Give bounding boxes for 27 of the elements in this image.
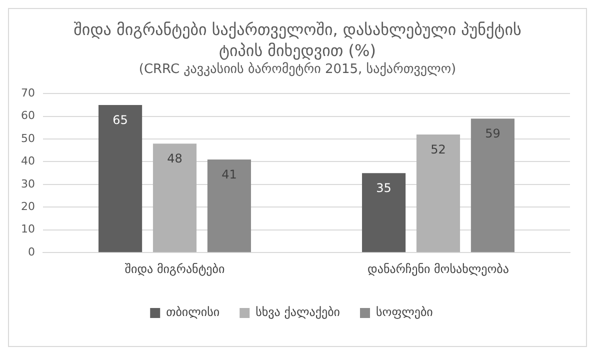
y-tick-label: 10 <box>20 222 35 236</box>
y-tick-label: 0 <box>28 245 35 258</box>
chart-subtitle: (CRRC კავკასიის ბარომეტრი 2015, საქართველო) <box>138 61 458 79</box>
data-label: 52 <box>430 142 446 157</box>
bar <box>98 104 142 252</box>
y-tick-label: 60 <box>20 109 35 122</box>
bar <box>152 144 197 252</box>
bar <box>207 159 251 252</box>
legend-label: სხვა ქალაქები <box>256 305 340 320</box>
legend-label: სოფლები <box>376 305 433 320</box>
data-label: 35 <box>376 181 392 196</box>
legend-label: თბილისი <box>166 305 220 320</box>
data-label: 59 <box>485 126 500 141</box>
y-tick-label: 50 <box>20 132 35 145</box>
y-tick-label: 20 <box>20 200 35 214</box>
chart-title: შიდა მიგრანტები საქართველოში, დასახლებული პუნქტის ტიპის მიხედვით (%) <box>72 19 522 61</box>
data-label: 41 <box>222 168 237 182</box>
y-tick-label: 30 <box>20 177 35 190</box>
bar <box>470 118 514 252</box>
y-tick-label: 70 <box>20 86 35 100</box>
bar <box>362 173 406 252</box>
data-label: 48 <box>167 152 182 166</box>
data-label: 65 <box>112 113 128 128</box>
y-tick-label: 40 <box>20 154 35 168</box>
x-tick-label: შიდა მიგრანტები <box>124 262 225 276</box>
x-tick-label: დანარჩენი მოსახლეობა <box>368 262 509 276</box>
bar <box>416 134 460 252</box>
